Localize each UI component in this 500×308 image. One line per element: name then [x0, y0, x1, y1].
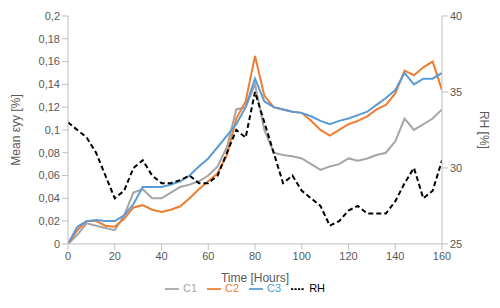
- svg-text:140: 140: [386, 250, 404, 262]
- svg-text:0,04: 0,04: [39, 192, 60, 204]
- svg-text:30: 30: [450, 162, 462, 174]
- svg-text:Mean εyy [%]: Mean εyy [%]: [9, 94, 23, 165]
- svg-text:25: 25: [450, 238, 462, 250]
- svg-text:0,16: 0,16: [39, 55, 60, 67]
- svg-text:0,18: 0,18: [39, 33, 60, 45]
- svg-text:60: 60: [202, 250, 214, 262]
- svg-text:0: 0: [54, 238, 60, 250]
- svg-text:35: 35: [450, 86, 462, 98]
- svg-text:RH [%]: RH [%]: [477, 111, 491, 149]
- svg-text:0,1: 0,1: [45, 124, 60, 136]
- svg-text:Time [Hours]: Time [Hours]: [221, 271, 289, 285]
- svg-text:0,06: 0,06: [39, 169, 60, 181]
- svg-text:100: 100: [293, 250, 311, 262]
- svg-text:0,14: 0,14: [39, 78, 60, 90]
- svg-text:0,02: 0,02: [39, 215, 60, 227]
- svg-text:0,12: 0,12: [39, 101, 60, 113]
- svg-text:0: 0: [65, 250, 71, 262]
- svg-text:80: 80: [249, 250, 261, 262]
- svg-text:0,2: 0,2: [45, 10, 60, 22]
- svg-text:0,08: 0,08: [39, 147, 60, 159]
- svg-text:40: 40: [450, 10, 462, 22]
- svg-text:20: 20: [109, 250, 121, 262]
- svg-text:40: 40: [155, 250, 167, 262]
- svg-text:120: 120: [339, 250, 357, 262]
- svg-text:160: 160: [433, 250, 451, 262]
